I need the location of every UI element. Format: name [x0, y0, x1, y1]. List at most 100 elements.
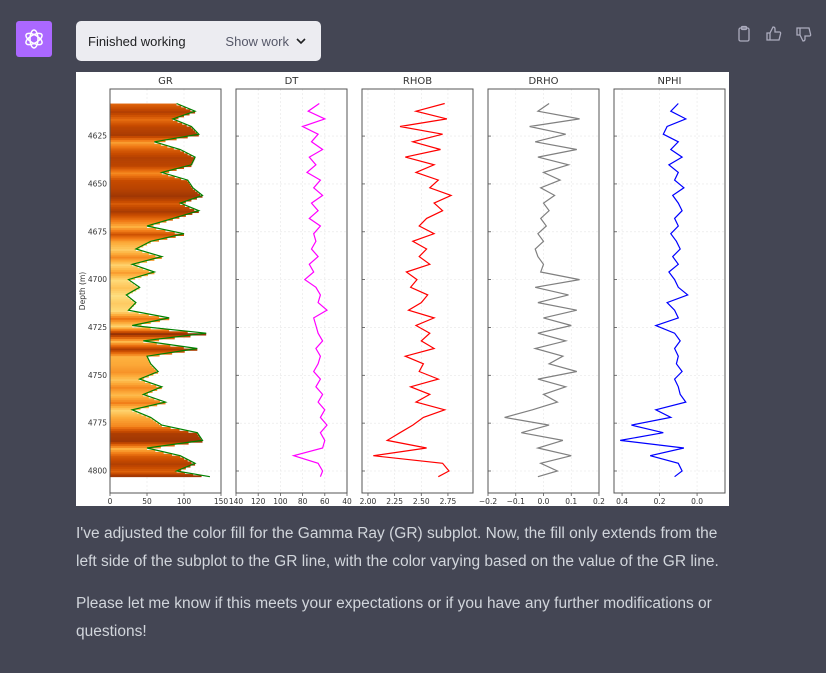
gr-fill-band: [110, 448, 147, 451]
gr-fill-band: [110, 191, 198, 194]
gr-fill-band: [110, 367, 155, 370]
gr-fill-band: [110, 273, 148, 277]
gr-fill-band: [110, 262, 140, 265]
gr-fill-band: [110, 183, 191, 187]
gr-fill-band: [110, 411, 137, 414]
gr-fill-band: [110, 371, 159, 374]
gr-fill-band: [110, 381, 146, 384]
gr-fill-band: [110, 247, 140, 250]
well-log-figure: GR 0 50 100 150 DT 140 120 100 80 60 40 RHOB 2.00 2.25…: [76, 72, 729, 506]
x-tick-label: 0.0: [691, 497, 703, 506]
gr-fill-band: [110, 348, 198, 351]
gr-fill-band: [110, 216, 180, 219]
gr-fill-band: [110, 314, 149, 317]
gr-fill-band: [110, 354, 160, 357]
gr-fill-band: [110, 214, 186, 217]
axes-frame: [109, 88, 222, 494]
work-status-label: Finished working: [88, 33, 186, 49]
gr-fill-band: [110, 469, 182, 472]
gr-fill-band: [110, 340, 144, 344]
gr-fill-band: [110, 306, 133, 309]
gr-fill-band: [110, 475, 202, 478]
gr-fill-band: [110, 120, 178, 124]
gr-fill-band: [110, 130, 196, 133]
gr-fill-band: [110, 337, 175, 340]
x-tick-label: −0.1: [507, 497, 525, 506]
x-tick-label: 40: [342, 497, 352, 506]
gr-fill-band: [110, 178, 182, 181]
gr-fill-band: [110, 331, 188, 334]
gr-fill-band: [110, 134, 199, 137]
thumbs-up-button[interactable]: [764, 24, 784, 44]
gr-fill-band: [110, 254, 156, 258]
message-paragraph: I've adjusted the color fill for the Gam…: [76, 525, 719, 570]
gr-fill-band: [110, 335, 191, 338]
thumbs-down-button[interactable]: [794, 24, 814, 44]
copy-button[interactable]: [734, 24, 754, 44]
show-work-button[interactable]: Show work: [225, 34, 307, 49]
gr-fill-band: [110, 444, 175, 447]
gr-fill-band: [110, 457, 184, 460]
gr-fill-band: [110, 308, 131, 311]
gr-fill-band: [110, 157, 196, 160]
gr-fill-band: [110, 465, 191, 468]
gr-fill-band: [110, 103, 177, 106]
axes-frame: [613, 88, 726, 494]
gr-fill-band: [110, 166, 184, 170]
gr-fill-band: [110, 210, 199, 214]
gr-fill-band: [110, 304, 135, 307]
gr-fill-band: [110, 315, 160, 319]
gr-fill-band: [110, 220, 167, 223]
x-tick-label: 120: [251, 497, 266, 506]
gr-fill-band: [110, 382, 151, 386]
show-work-label: Show work: [225, 33, 289, 49]
gr-fill-band: [110, 281, 132, 284]
x-tick-label: 100: [177, 497, 192, 506]
gr-fill-band: [110, 451, 164, 455]
gr-fill-band: [110, 361, 150, 365]
gr-fill-band: [110, 122, 183, 125]
gr-fill-band: [110, 172, 162, 175]
gr-fill-band: [110, 289, 137, 292]
track-title: GR: [158, 76, 173, 87]
gr-fill-band: [110, 151, 184, 154]
gr-fill-band: [110, 132, 197, 135]
gr-fill-band: [110, 293, 130, 296]
gr-fill-band: [110, 432, 198, 436]
gr-fill-band: [110, 463, 196, 466]
gr-fill-band: [110, 160, 194, 164]
openai-logo-icon: [25, 29, 43, 49]
gr-fill-band: [110, 404, 158, 407]
curve-rhob: [373, 102, 453, 478]
gr-fill-band: [110, 113, 190, 116]
gr-fill-band: [110, 245, 144, 248]
gr-fill-band: [110, 195, 203, 198]
depth-tick-label: 4750: [88, 371, 107, 380]
x-tick-label: 2.25: [386, 497, 403, 506]
gr-fill-band: [110, 147, 174, 150]
gr-fill-band: [110, 442, 189, 445]
x-tick-label: 0.2: [654, 497, 666, 506]
gr-fill-band: [110, 107, 186, 110]
gr-fill-band: [110, 180, 188, 183]
gr-fill-band: [110, 470, 177, 473]
gr-fill-band: [110, 390, 153, 393]
track-rhob: RHOB 2.00 2.25 2.50 2.75: [360, 76, 474, 506]
gr-fill-band: [110, 164, 192, 168]
axes-frame: [235, 88, 348, 494]
x-tick-label: 140: [229, 497, 244, 506]
depth-tick-label: 4650: [88, 179, 107, 188]
gr-fill-band: [110, 430, 189, 434]
gr-fill-band: [110, 296, 129, 300]
x-tick-label: 2.75: [440, 497, 457, 506]
x-tick-label: 50: [142, 497, 152, 506]
gr-fill-band: [110, 118, 173, 122]
track-dt: DT 140 120 100 80 60 40: [229, 76, 352, 506]
gr-fill-band: [110, 162, 193, 166]
gr-fill-band: [110, 325, 133, 328]
gr-fill-band: [110, 126, 192, 129]
gr-fill-band: [110, 248, 136, 252]
gr-fill-band: [110, 413, 142, 416]
gr-fill-band: [110, 187, 193, 191]
gr-fill-band: [110, 233, 184, 236]
